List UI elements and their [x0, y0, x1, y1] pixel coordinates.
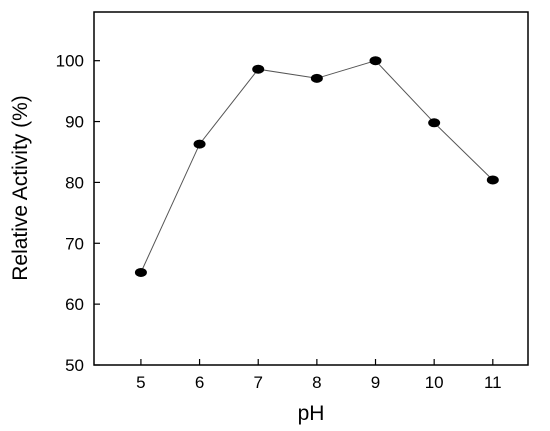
series-line: [140, 60, 494, 273]
data-point: [369, 56, 382, 66]
y-tick-label: 90: [65, 113, 84, 132]
data-markers: [134, 56, 499, 277]
tick-labels: 5 6 7 8 9 10 11 50 60 70 80 90 100: [56, 52, 502, 392]
plot-frame: [93, 11, 529, 366]
tick-marks: [94, 60, 494, 366]
y-tick-label: 100: [56, 52, 84, 71]
data-point: [486, 175, 499, 185]
x-axis-title: pH: [298, 402, 325, 425]
x-tick-label: 7: [253, 373, 262, 392]
y-tick-label: 80: [65, 173, 84, 192]
x-tick-label: 10: [425, 373, 444, 392]
x-tick-label: 6: [195, 373, 204, 392]
y-tick-label: 60: [65, 295, 84, 314]
x-tick-label: 5: [136, 373, 145, 392]
data-point: [252, 64, 265, 74]
data-point: [428, 118, 441, 128]
x-tick-label: 8: [312, 373, 321, 392]
x-tick-label: 9: [371, 373, 380, 392]
x-tick-label: 11: [484, 373, 502, 392]
y-axis-title: Relative Activity (%): [9, 95, 32, 281]
y-tick-label: 50: [65, 356, 84, 375]
data-point: [310, 73, 323, 83]
y-tick-label: 70: [65, 234, 84, 253]
data-point: [134, 267, 147, 277]
data-point: [193, 139, 206, 149]
